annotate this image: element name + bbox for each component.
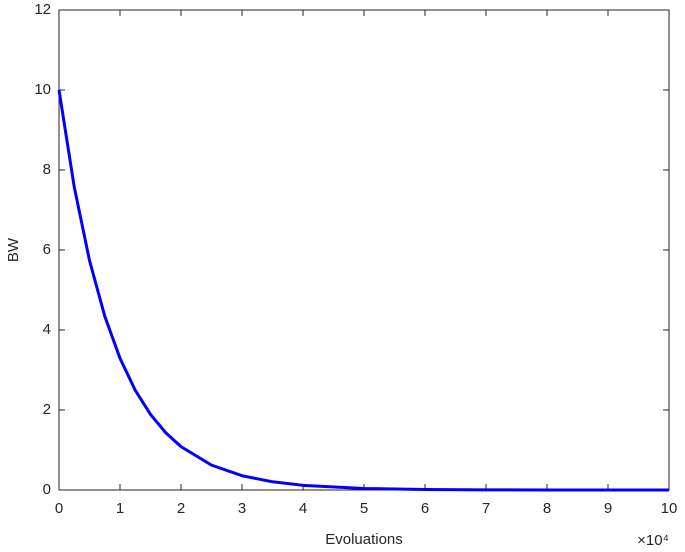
x-tick-label: 6 bbox=[421, 500, 429, 517]
x-tick-label: 5 bbox=[360, 500, 368, 517]
y-tick-label: 0 bbox=[43, 481, 51, 498]
x-tick-label: 2 bbox=[177, 500, 185, 517]
x-tick-label: 7 bbox=[482, 500, 490, 517]
x-axis-label: Evoluations bbox=[325, 531, 403, 548]
x-tick-label: 10 bbox=[661, 500, 678, 517]
y-tick-label: 4 bbox=[43, 321, 51, 338]
y-tick-label: 2 bbox=[43, 401, 51, 418]
data-line bbox=[57, 89, 669, 492]
x-exponent-label: ×10⁴ bbox=[637, 532, 669, 549]
x-tick-label: 8 bbox=[543, 500, 551, 517]
x-tick-label: 3 bbox=[238, 500, 246, 517]
x-tick-label: 0 bbox=[55, 500, 63, 517]
y-tick-label: 12 bbox=[34, 1, 51, 18]
x-tick-label: 9 bbox=[604, 500, 612, 517]
y-tick-label: 10 bbox=[34, 81, 51, 98]
y-axis-label: BW bbox=[5, 237, 22, 262]
x-tick-label: 4 bbox=[299, 500, 307, 517]
plot-frame bbox=[58, 9, 670, 491]
y-tick-label: 6 bbox=[43, 241, 51, 258]
y-tick-label: 8 bbox=[43, 161, 51, 178]
x-tick-label: 1 bbox=[116, 500, 124, 517]
